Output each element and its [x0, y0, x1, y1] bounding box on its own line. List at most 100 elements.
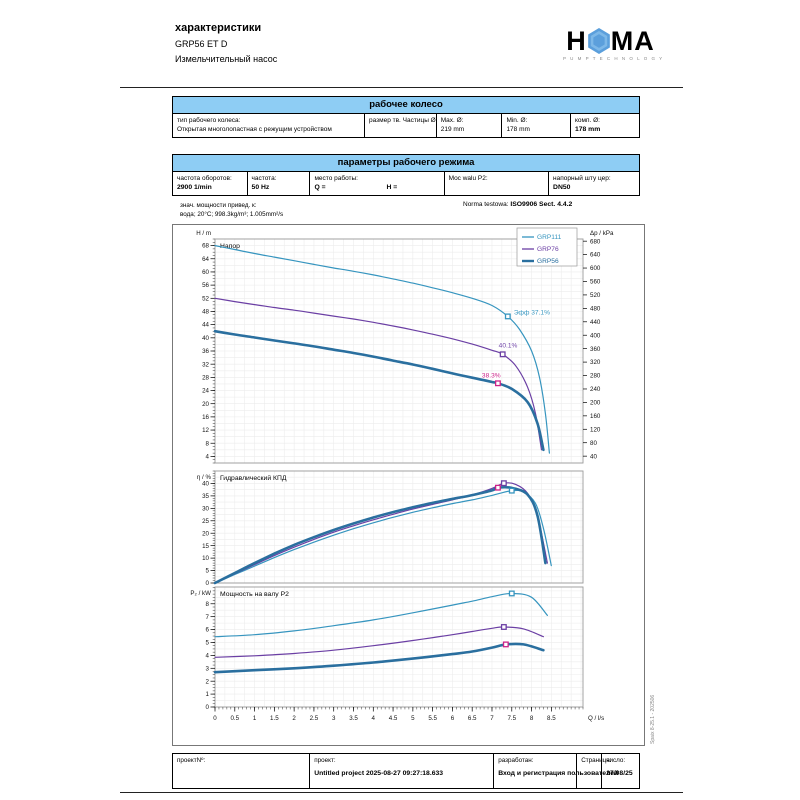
max-diameter-cell: Max. Ø: 219 mm: [437, 114, 503, 137]
outlet-value: DN50: [553, 184, 571, 191]
svg-text:2: 2: [206, 678, 210, 685]
svg-text:40.1%: 40.1%: [499, 342, 518, 349]
svg-text:80: 80: [590, 440, 597, 447]
speed-cell: частота оборотов: 2900 1/min: [173, 172, 248, 195]
author-label: разработан:: [498, 757, 534, 764]
svg-text:7: 7: [490, 715, 494, 722]
page-title: характеристики: [175, 22, 262, 34]
max-diameter-label: Max. Ø:: [440, 117, 464, 124]
speed-value: 2900 1/min: [177, 184, 212, 191]
svg-text:12: 12: [202, 427, 209, 434]
svg-text:68: 68: [202, 243, 209, 250]
pump-model: GRP56 ET D: [175, 39, 228, 49]
logo-tagline: P U M P T E C H N O L O G Y: [563, 56, 664, 61]
operating-table-title: параметры рабочего режима: [173, 155, 639, 172]
svg-text:Эфф 37.1%: Эфф 37.1%: [514, 309, 550, 316]
footer-table: проектNº: проект: Untitled project 2025-…: [172, 753, 640, 789]
svg-text:1: 1: [206, 691, 210, 698]
svg-text:35: 35: [202, 493, 209, 500]
author-value: Вход и регистрация пользователей: [498, 770, 619, 777]
pump-type-subtitle: Измельчительный насос: [175, 54, 278, 64]
svg-text:5: 5: [411, 715, 415, 722]
svg-text:6: 6: [451, 715, 455, 722]
svg-text:4: 4: [206, 652, 210, 659]
svg-text:40: 40: [202, 335, 209, 342]
svg-text:5: 5: [206, 568, 210, 575]
impeller-type-cell: тип рабочего колеса: Открытая многолопас…: [173, 114, 365, 137]
svg-text:280: 280: [590, 373, 601, 380]
svg-text:3.5: 3.5: [349, 715, 358, 722]
date-cell: число: 27/08/25: [602, 754, 639, 788]
svg-text:2.5: 2.5: [310, 715, 319, 722]
svg-text:0.5: 0.5: [230, 715, 239, 722]
author-cell: разработан: Вход и регистрация пользоват…: [494, 754, 619, 788]
outlet-cell: напорный шту цер: DN50: [549, 172, 638, 195]
reference-note-value: вода; 20°C; 998.3kg/m³; 1.005mm²/s: [180, 211, 284, 218]
operating-table: параметры рабочего режима частота оборот…: [172, 154, 640, 196]
svg-text:1.5: 1.5: [270, 715, 279, 722]
test-norm-label: Norma testowa:: [463, 201, 509, 208]
svg-text:8.5: 8.5: [547, 715, 556, 722]
svg-text:Q / l/s: Q / l/s: [588, 715, 604, 722]
svg-text:Δp / kPa: Δp / kPa: [590, 230, 614, 237]
svg-text:7.5: 7.5: [507, 715, 516, 722]
duty-point-cell: место работы: Q = H =: [310, 172, 445, 195]
date-label: число:: [606, 757, 626, 764]
svg-text:520: 520: [590, 292, 601, 299]
svg-text:Гидравлический КПД: Гидравлический КПД: [220, 474, 287, 482]
duty-point-label: место работы:: [314, 175, 358, 182]
svg-text:400: 400: [590, 332, 601, 339]
svg-text:28: 28: [202, 374, 209, 381]
table-row: частота оборотов: 2900 1/min частота: 50…: [173, 172, 639, 195]
speed-label: частота оборотов:: [177, 175, 232, 182]
svg-text:8: 8: [206, 601, 210, 608]
svg-text:32: 32: [202, 361, 209, 368]
page-number-label: Страница:: [581, 757, 612, 764]
svg-text:0: 0: [206, 704, 210, 711]
pump-curves-frame: 4 8 12 16 20 24 28 32 36 40 44 48 52 56 60 64 68 H / m 40 8…: [172, 224, 645, 746]
project-no-cell: проектNº:: [173, 754, 311, 788]
svg-text:40: 40: [202, 481, 209, 488]
homa-logo: H MA P U M P T E C H N O L O G Y: [563, 26, 664, 62]
svg-text:1: 1: [253, 715, 257, 722]
impeller-type-value: Открытая многолопастная с режущим устрой…: [177, 126, 332, 133]
svg-text:η / %: η / %: [197, 474, 212, 481]
svg-text:44: 44: [202, 322, 209, 329]
outlet-label: напорный шту цер:: [553, 175, 611, 182]
svg-text:120: 120: [590, 426, 601, 433]
header-divider: [120, 87, 683, 88]
svg-text:Мощность на валу P2: Мощность на валу P2: [220, 591, 289, 598]
svg-text:5.5: 5.5: [428, 715, 437, 722]
svg-text:Напор: Напор: [220, 243, 240, 250]
homa-wordmark: H MA: [563, 26, 658, 56]
svg-text:48: 48: [202, 309, 209, 316]
software-version-note: Spaix 8-25.1 - 202506: [650, 694, 656, 744]
test-norm-value: ISO9906 Sect. 4.4.2: [510, 201, 573, 208]
reference-note: знач. мощности привед. к: вода; 20°C; 99…: [180, 201, 283, 219]
impeller-type-label: тип рабочего колеса:: [177, 117, 241, 124]
svg-text:160: 160: [590, 413, 601, 420]
frequency-label: частота:: [251, 175, 277, 182]
duty-h-value: H =: [386, 184, 398, 191]
impeller-table-title: рабочее колесо: [173, 97, 639, 114]
svg-text:GRP76: GRP76: [537, 246, 559, 253]
project-cell: проект: Untitled project 2025-08-27 09:2…: [310, 754, 495, 788]
table-row: тип рабочего колеса: Открытая многолопас…: [173, 114, 639, 137]
logo-letters-ma: MA: [610, 26, 655, 56]
footer-divider: [120, 792, 683, 793]
svg-text:360: 360: [590, 346, 601, 353]
svg-text:20: 20: [202, 530, 209, 537]
svg-text:0: 0: [213, 715, 217, 722]
svg-text:20: 20: [202, 401, 209, 408]
svg-text:38.3%: 38.3%: [482, 372, 501, 379]
logo-letter-h: H: [566, 26, 587, 56]
svg-text:0: 0: [206, 580, 210, 587]
svg-text:560: 560: [590, 279, 601, 286]
impeller-table: рабочее колесо тип рабочего колеса: Откр…: [172, 96, 640, 138]
logo-hexagon-icon: [587, 28, 610, 54]
svg-text:640: 640: [590, 252, 601, 259]
svg-text:3: 3: [332, 715, 336, 722]
svg-text:16: 16: [202, 414, 209, 421]
project-label: проект:: [314, 757, 336, 764]
